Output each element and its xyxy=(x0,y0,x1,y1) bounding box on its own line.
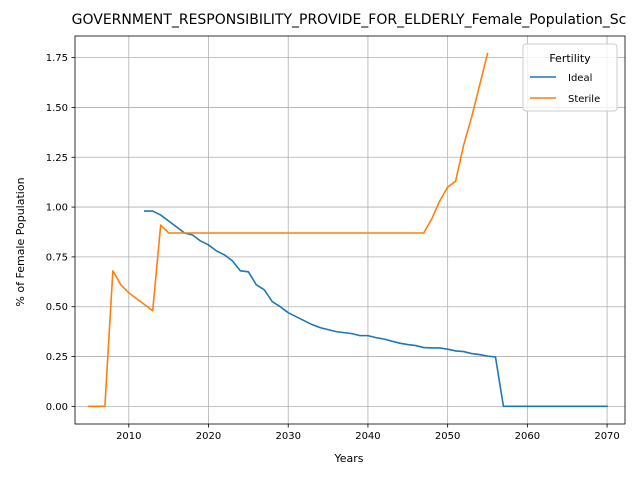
legend-label-sterile: Sterile xyxy=(568,94,600,105)
legend-title: Fertility xyxy=(549,52,591,65)
x-tick-label: 2030 xyxy=(275,431,300,442)
y-tick-label: 1.25 xyxy=(46,153,68,164)
y-tick-label: 0.25 xyxy=(46,352,68,363)
axis-ticks: 2010 2020 2030 2040 2050 2060 2070 0.00 0.25 0.50… xyxy=(46,53,620,442)
series-line-ideal xyxy=(143,210,608,408)
legend-box xyxy=(522,43,618,112)
x-tick-label: 2020 xyxy=(196,431,221,442)
y-tick-label: 1.50 xyxy=(46,103,68,114)
x-tick-label: 2060 xyxy=(515,431,540,442)
legend: Fertility Ideal Sterile xyxy=(522,43,618,112)
y-tick-label: 0.50 xyxy=(46,302,68,313)
x-tick-label: 2010 xyxy=(116,431,141,442)
plot-frame xyxy=(74,35,626,425)
y-tick-label: 1.00 xyxy=(46,203,68,214)
series-line-sterile xyxy=(88,52,489,408)
x-tick-label: 2040 xyxy=(355,431,380,442)
x-tick-label: 2050 xyxy=(435,431,460,442)
y-tick-label: 1.75 xyxy=(46,53,68,64)
x-axis-label: Years xyxy=(333,452,363,465)
legend-label-ideal: Ideal xyxy=(568,73,592,84)
y-axis-label: % of Female Population xyxy=(14,177,27,306)
y-tick-label: 0.00 xyxy=(46,402,68,413)
chart-title: GOVERNMENT_RESPONSIBILITY_PROVIDE_FOR_EL… xyxy=(72,12,627,28)
series-lines xyxy=(88,52,608,408)
y-tick-label: 0.75 xyxy=(46,252,68,263)
x-tick-label: 2070 xyxy=(594,431,619,442)
